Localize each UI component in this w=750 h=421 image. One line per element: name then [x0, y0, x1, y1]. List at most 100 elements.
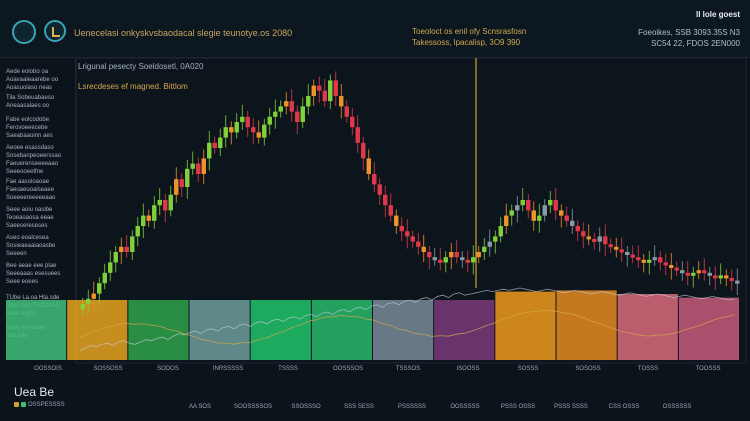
header-right-line1: Foeoikes, SSB 3093.35S N3 — [638, 28, 740, 37]
x-tick-label-secondary: CSS OSSS — [608, 404, 640, 410]
moving-average-line — [79, 309, 735, 345]
candle-body — [696, 270, 701, 274]
candle-body — [163, 200, 168, 211]
candle-body — [614, 246, 619, 250]
candle-body — [372, 174, 377, 185]
candle-body — [729, 278, 734, 281]
brand-logo-icon[interactable] — [12, 20, 36, 44]
sidebar-item-line: Seeeen — [6, 251, 27, 257]
chart-glyph-icon — [52, 27, 60, 37]
candle-body — [218, 137, 223, 148]
sidebar-item-line: Aede eolobo oa — [6, 69, 49, 75]
candle-body — [619, 249, 624, 253]
x-tick-label: SOSOSS — [575, 366, 601, 372]
candle-body — [234, 122, 239, 133]
candle-body — [207, 142, 212, 159]
candle-body — [289, 101, 294, 112]
sidebar-item[interactable]: Aeoee esassdaso Sosebanpeoeerssao Faeueren… — [6, 144, 72, 176]
candle-body — [86, 298, 91, 304]
candle-body — [262, 124, 267, 138]
candle-body — [548, 200, 553, 206]
candle-body — [520, 200, 525, 206]
candle-body — [509, 210, 514, 216]
x-tick-label-secondary: PSSSSSS — [397, 404, 427, 410]
candle-body — [652, 257, 657, 261]
candle-body — [245, 116, 250, 128]
top-bar: Uenecelasi onkyskvsbaodacal slegie teuno… — [0, 0, 750, 58]
candle-body — [531, 210, 536, 221]
sidebar-item-line: Aseo eoalcesea — [6, 235, 49, 241]
footer-legend-label: OSSPESSSS — [28, 402, 65, 409]
sidebar-item-line: TUbe La.oa Hla.sde — [6, 295, 60, 301]
candle-body — [399, 226, 404, 232]
candle-body — [174, 179, 179, 195]
sidebar-item[interactable]: Tila Sobeuabaeso Aneaasalaes oo — [6, 94, 72, 110]
x-tick-label-secondary: SOOSSSSOS — [233, 404, 273, 410]
x-tick-label: TSSSOS — [395, 366, 421, 372]
candle-body — [355, 127, 360, 143]
volume-band — [67, 300, 128, 360]
candle-body — [350, 116, 355, 128]
candle-body — [504, 215, 509, 226]
account-label[interactable]: ll lole goest — [695, 10, 740, 19]
candle-body — [124, 246, 129, 252]
candle-body — [449, 252, 454, 258]
chart-logo-icon[interactable] — [44, 20, 66, 42]
candle-body — [333, 80, 338, 96]
sidebar-item[interactable]: Seee aoiu oasibe Teoeaoaosa eeae Saeeseres… — [6, 206, 72, 230]
footer-title: Uea Be — [14, 385, 55, 399]
header-right-line2: SC54 22, FDOS 2EN000 — [651, 39, 740, 48]
candle-body — [284, 101, 289, 107]
sidebar-item[interactable]: Aede eolobo oa Aoavaaieaarebe oo Aoasuolas… — [6, 68, 72, 92]
sidebar-item[interactable]: Fae aasoioaoae Faeuaeuoalseaee Soeeeereeee… — [6, 178, 72, 202]
candle-body — [641, 259, 646, 263]
candle-body — [465, 259, 470, 263]
candle-body — [366, 158, 371, 174]
sidebar-item[interactable]: Aseo eoalcesea Sosieaeaaiaoasbe Seeeen — [6, 234, 72, 258]
candle-body — [190, 163, 195, 169]
candle-body — [460, 257, 465, 261]
candle-body — [410, 236, 415, 242]
candle-body — [707, 272, 712, 276]
volume-band — [311, 300, 372, 360]
sidebar-item[interactable]: Bee aeae eee plae Seeeaaas esesuees Seee e… — [6, 262, 72, 286]
sidebar-item-line: Seee aoiu oasibe — [6, 207, 53, 213]
candle-body — [223, 127, 228, 138]
candle-body — [416, 241, 421, 247]
x-tick-label-secondary: PSSS SSSS — [554, 404, 588, 410]
candle-body — [212, 142, 217, 148]
candle-body — [97, 283, 102, 294]
candle-body — [515, 205, 520, 211]
candle-body — [339, 96, 344, 107]
volume-band — [617, 294, 678, 360]
candle-body — [113, 252, 118, 263]
candle-body — [240, 116, 245, 122]
sidebar-item-line: Saeabaaoinn aes — [6, 133, 53, 139]
candle-body — [317, 85, 322, 91]
x-tick-label: ISOOSS — [456, 366, 480, 372]
candle-body — [278, 106, 283, 112]
candle-body — [608, 244, 613, 248]
candle-body — [185, 168, 190, 187]
candle-body — [130, 236, 135, 252]
candle-body — [405, 231, 410, 237]
sidebar-item[interactable]: Fabe eolcodobe Ferovoeeecebe Saeabaaoinn a… — [6, 116, 72, 140]
sidebar-item-line: Seee eoees — [6, 279, 39, 285]
candle-body — [553, 200, 558, 211]
candle-body — [476, 252, 481, 258]
volume-band — [128, 300, 189, 360]
candle-body — [498, 226, 503, 237]
candle-body — [179, 179, 184, 187]
candle-body — [344, 106, 349, 117]
candle-body — [581, 231, 586, 237]
candle-body — [311, 85, 316, 96]
candle-body — [394, 215, 399, 226]
volume-line — [79, 287, 735, 351]
candle-body — [168, 194, 173, 211]
candle-body — [454, 252, 459, 258]
candle-body — [135, 226, 140, 237]
plot-subtitle: Lsrecdeses ef magned. Bittlom — [78, 82, 188, 91]
candle-body — [295, 111, 300, 122]
x-tick-label-secondary: SSS SESS — [344, 404, 374, 410]
